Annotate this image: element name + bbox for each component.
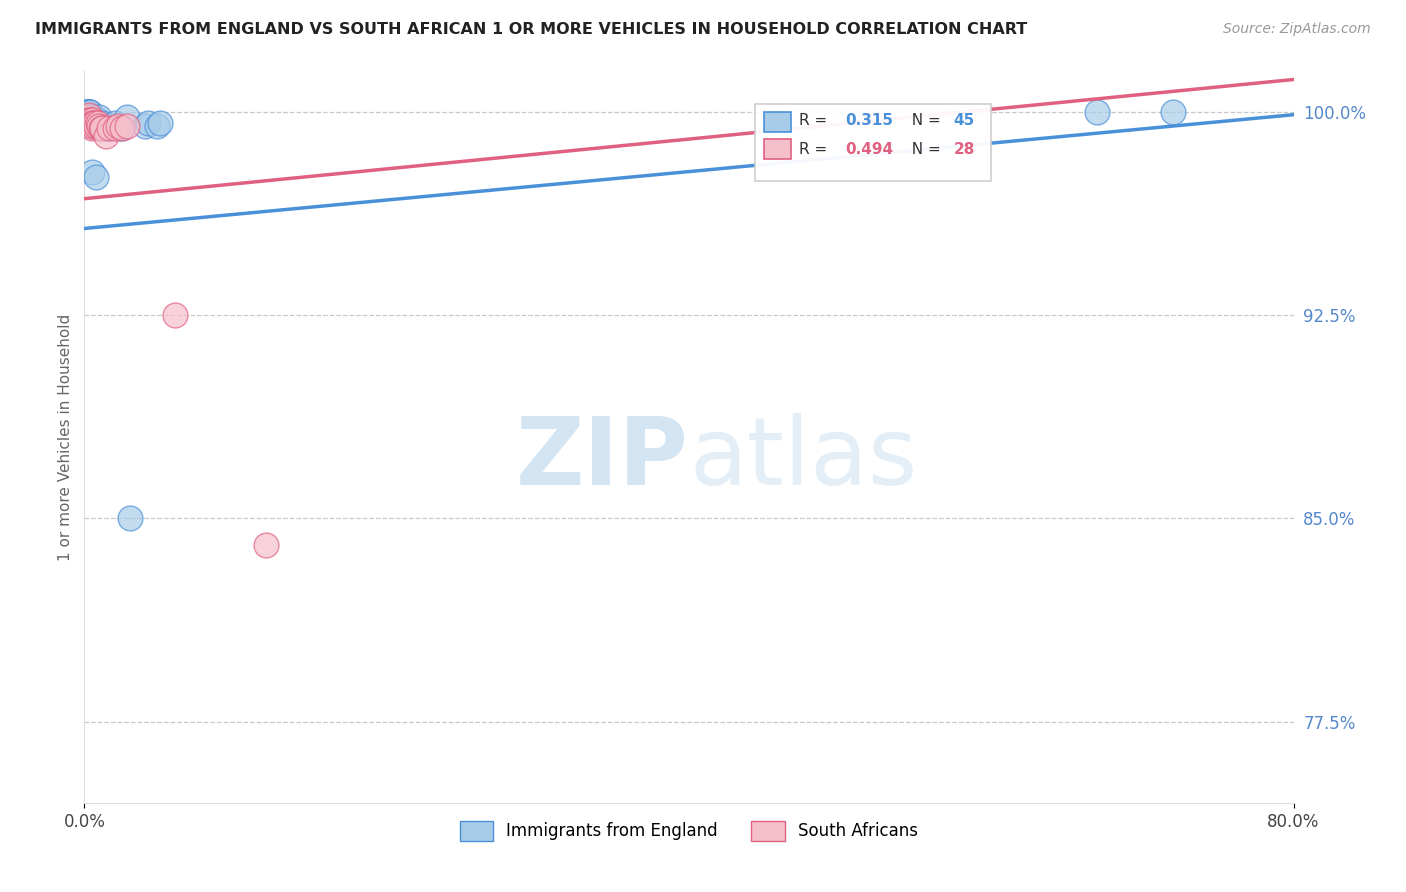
Point [100,119,122,133]
Point [80,119,103,133]
Point [77,105,100,120]
Point [87,116,110,130]
Point [79,113,101,128]
Point [254,538,277,552]
Point [77,105,100,120]
Point [77,105,100,120]
Point [1085,105,1108,120]
Point [79,105,101,120]
Point [89,121,111,136]
Point [89,119,111,133]
FancyBboxPatch shape [763,112,790,132]
Point [107,121,129,136]
Point [165,308,187,322]
Text: N =: N = [901,142,945,157]
Point [80,116,103,130]
Text: 28: 28 [953,142,976,157]
Point [80,111,103,125]
Text: Source: ZipAtlas.com: Source: ZipAtlas.com [1223,22,1371,37]
Point [146,119,169,133]
Point [86,113,108,128]
Point [118,511,141,525]
Point [96,121,118,136]
Text: R =: R = [799,142,837,157]
Point [75,105,97,120]
Point [77,116,100,130]
Point [82,111,104,125]
Text: atlas: atlas [689,413,917,505]
Point [89,116,111,130]
Point [82,116,104,130]
Legend: Immigrants from England, South Africans: Immigrants from England, South Africans [451,813,927,849]
Y-axis label: 1 or more Vehicles in Household: 1 or more Vehicles in Household [58,313,73,561]
Point [94,129,117,144]
Point [76,116,98,130]
Point [115,119,138,133]
Text: 0.494: 0.494 [845,142,893,157]
Point [111,121,134,136]
Text: N =: N = [901,113,945,128]
Point [79,111,101,125]
Text: IMMIGRANTS FROM ENGLAND VS SOUTH AFRICAN 1 OR MORE VEHICLES IN HOUSEHOLD CORRELA: IMMIGRANTS FROM ENGLAND VS SOUTH AFRICAN… [35,22,1028,37]
FancyBboxPatch shape [755,104,991,181]
Point [84,113,107,128]
Point [115,111,138,125]
Text: 45: 45 [953,113,974,128]
Point [82,116,104,130]
Point [77,105,100,120]
Text: ZIP: ZIP [516,413,689,505]
Point [79,111,101,125]
Point [89,119,111,133]
Point [76,113,98,128]
Point [80,113,103,128]
Point [77,113,100,128]
Point [80,121,103,136]
Point [77,108,100,122]
Point [111,121,134,136]
Point [84,116,107,130]
Point [76,105,98,120]
Point [79,119,101,133]
Point [107,119,129,133]
Point [136,116,159,130]
Point [104,116,127,130]
Point [86,116,108,130]
Point [93,119,115,133]
Point [1161,105,1184,120]
Text: 0.315: 0.315 [845,113,893,128]
Point [149,116,172,130]
Point [91,121,114,136]
Point [80,119,103,133]
Point [86,169,108,184]
Point [94,121,117,136]
Point [89,111,111,125]
Point [86,119,108,133]
Point [82,119,104,133]
Point [76,105,98,120]
Point [77,111,100,125]
Point [97,121,120,136]
Text: R =: R = [799,113,837,128]
Point [104,121,127,136]
FancyBboxPatch shape [763,138,790,159]
Point [75,111,97,125]
Point [91,116,114,130]
Point [87,113,110,128]
Point [82,119,104,133]
Point [79,116,101,130]
Point [90,121,112,136]
Point [84,116,107,130]
Point [80,164,103,178]
Point [134,119,156,133]
Point [80,111,103,125]
